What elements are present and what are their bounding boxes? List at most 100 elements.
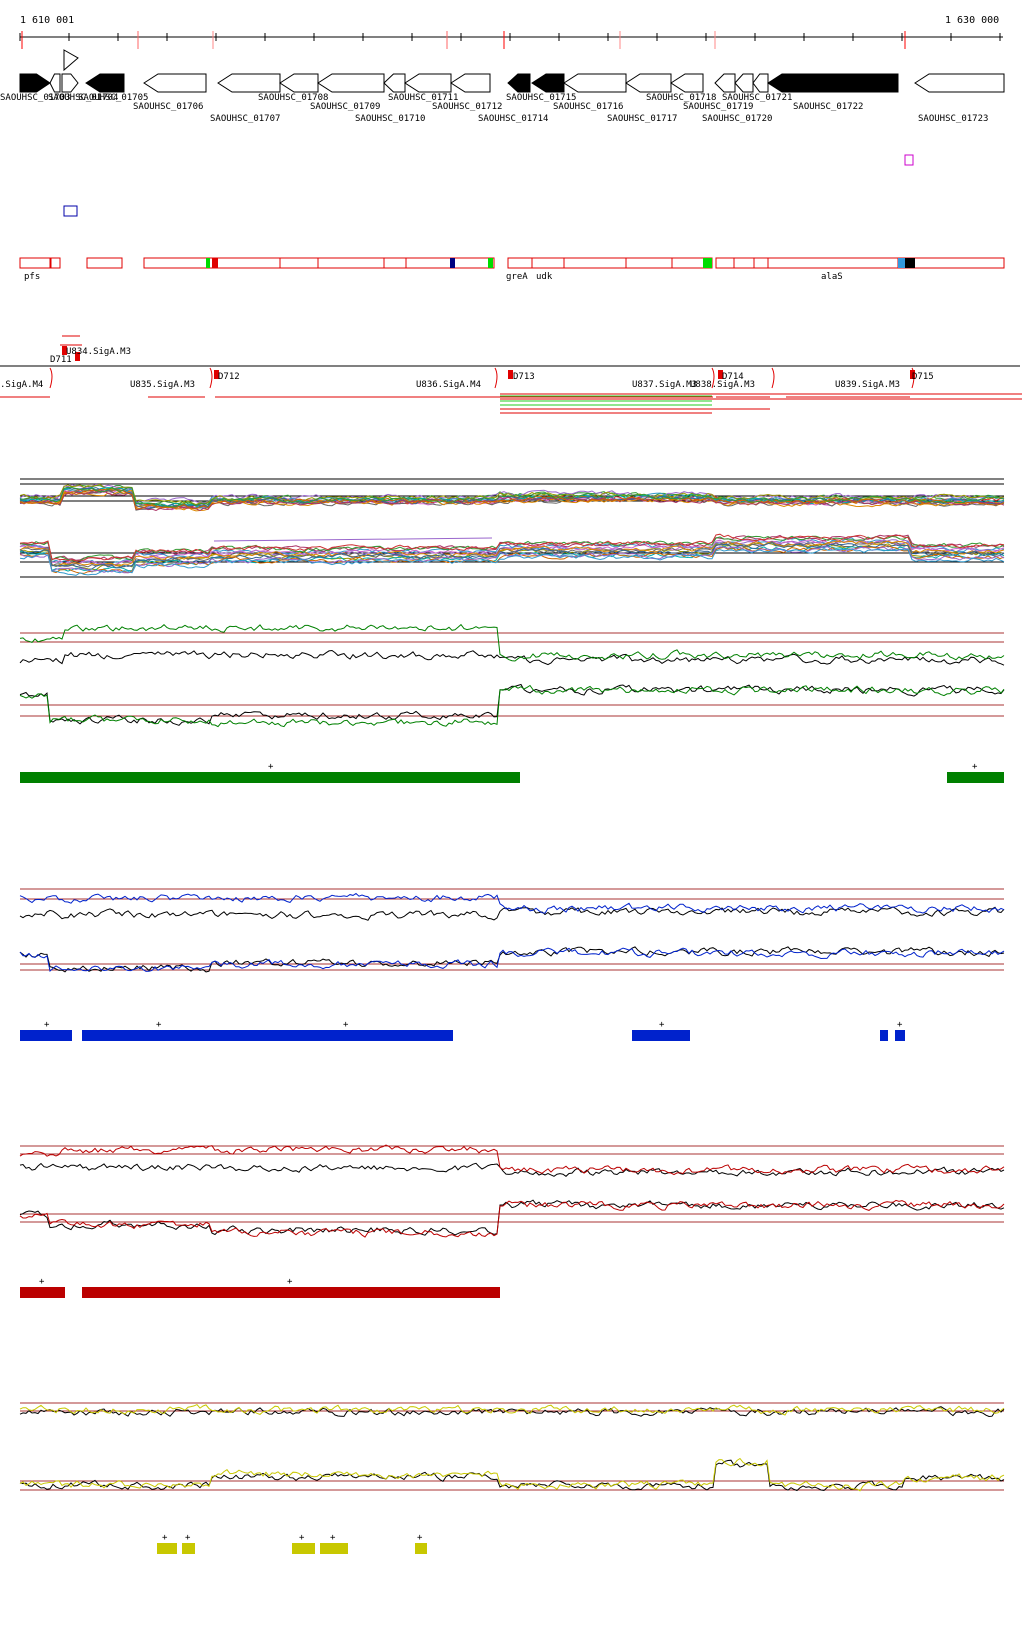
annotation-box: [767, 257, 899, 269]
signal-bar: [20, 1287, 65, 1298]
annotation-box: [50, 257, 61, 269]
annotation-box: [753, 257, 769, 269]
gene-label-01717[interactable]: SAOUHSC_01717: [607, 114, 677, 124]
annotation-box: [383, 257, 407, 269]
gene-label-01716[interactable]: SAOUHSC_01716: [553, 102, 623, 112]
gene-label-01723[interactable]: SAOUHSC_01723: [918, 114, 988, 124]
signal-bar: [632, 1030, 690, 1041]
gene-arrow: [507, 73, 531, 93]
promoter-site: [718, 370, 723, 379]
annotation-box: [207, 257, 281, 269]
annotation-box: [563, 257, 627, 269]
condition-trace: [19, 1144, 1005, 1176]
gene-label-01707[interactable]: SAOUHSC_01707: [210, 114, 280, 124]
annot-label-grea[interactable]: greA: [506, 272, 528, 282]
gene-label-01710[interactable]: SAOUHSC_01710: [355, 114, 425, 124]
plus-marker: +: [287, 1277, 293, 1287]
promoter-u837[interactable]: U837.SigA.M3: [632, 380, 697, 390]
promoter-u834[interactable]: U834.SigA.M3: [66, 347, 131, 357]
promoter-d712[interactable]: D712: [218, 372, 240, 382]
promoter-d711[interactable]: D711: [50, 355, 72, 365]
gene-arrow: [49, 73, 61, 93]
condition-trace: [19, 947, 1005, 972]
annotation-box: [733, 257, 755, 269]
gene-label-01703[interactable]: SAOUHSC_01703: [0, 93, 70, 103]
signal-bar: [20, 772, 520, 783]
annotation-segment: [450, 258, 455, 268]
annotation-segment: [905, 258, 915, 268]
blue-marker: [63, 205, 78, 217]
promoter-u836[interactable]: U836.SigA.M4: [416, 380, 481, 390]
gene-label-01712[interactable]: SAOUHSC_01712: [432, 102, 502, 112]
multi-condition-expression: [19, 478, 1005, 578]
promoter-d715[interactable]: D715: [912, 372, 934, 382]
reference-trace: [19, 1199, 1005, 1236]
magenta-marker: [904, 154, 914, 166]
promoter-u838[interactable]: U838.SigA.M3: [690, 380, 755, 390]
plus-marker: +: [417, 1533, 423, 1543]
annotation-box: [507, 257, 533, 269]
gene-arrow: [670, 73, 704, 93]
red-condition-track: + +: [19, 1144, 1005, 1298]
yellow-condition-track: + + + + +: [19, 1402, 1005, 1554]
promoter-left[interactable]: .SigA.M4: [0, 380, 43, 390]
gene-label-01715[interactable]: SAOUHSC_01715: [506, 93, 576, 103]
gene-label-01720[interactable]: SAOUHSC_01720: [702, 114, 772, 124]
gene-label-01706[interactable]: SAOUHSC_01706: [133, 102, 203, 112]
annotation-segment: [206, 258, 210, 268]
expression-trace: [19, 548, 1005, 576]
signal-bar: [895, 1030, 905, 1041]
promoter-u835[interactable]: U835.SigA.M3: [130, 380, 195, 390]
ruler-start-label: 1 610 001: [20, 15, 74, 26]
gene-track: [19, 49, 1005, 93]
terminator-arc: [911, 367, 915, 389]
plus-marker: +: [330, 1533, 336, 1543]
signal-bar: [20, 1030, 72, 1041]
reference-trace: [19, 1406, 1005, 1418]
gene-label-01714[interactable]: SAOUHSC_01714: [478, 114, 548, 124]
green-condition-track: + +: [19, 623, 1005, 783]
signal-bar: [947, 772, 1004, 783]
plus-marker: +: [268, 762, 274, 772]
expression-trace: [19, 483, 1005, 504]
gene-label-01718[interactable]: SAOUHSC_01718: [646, 93, 716, 103]
plus-marker: +: [299, 1533, 305, 1543]
plus-marker: +: [897, 1020, 903, 1030]
gene-label-01722[interactable]: SAOUHSC_01722: [793, 102, 863, 112]
annot-label-alas[interactable]: alaS: [821, 272, 843, 282]
gene-arrow: [914, 73, 1005, 93]
annotation-box: [19, 257, 51, 269]
promoter-d713[interactable]: D713: [513, 372, 535, 382]
signal-bar: [82, 1030, 453, 1041]
annot-label-pfs[interactable]: pfs: [24, 272, 40, 282]
annotation-box: [625, 257, 673, 269]
gene-arrow: [383, 73, 406, 93]
promoter-track: [0, 335, 1022, 414]
promoter-site: [910, 370, 915, 379]
annotation-box: [531, 257, 565, 269]
condition-trace: [19, 684, 1005, 728]
annotation-box: [317, 257, 385, 269]
gene-arrow: [625, 73, 672, 93]
gene-label-01705[interactable]: SAOUHSC_01705: [78, 93, 148, 103]
signal-bar: [82, 1287, 500, 1298]
gene-arrow: [734, 73, 754, 93]
gene-label-01704[interactable]: SAOUHSC_01704: [48, 93, 118, 103]
annotation-box: [86, 257, 123, 269]
gene-arrow: [143, 73, 207, 93]
gene-label-01708[interactable]: SAOUHSC_01708: [258, 93, 328, 103]
promoter-d714[interactable]: D714: [722, 372, 744, 382]
signal-bar: [182, 1543, 195, 1554]
gene-label-01721[interactable]: SAOUHSC_01721: [722, 93, 792, 103]
gene-label-01709[interactable]: SAOUHSC_01709: [310, 102, 380, 112]
plus-marker: +: [659, 1020, 665, 1030]
gene-label-01719[interactable]: SAOUHSC_01719: [683, 102, 753, 112]
gene-label-01711[interactable]: SAOUHSC_01711: [388, 93, 458, 103]
annot-label-udk[interactable]: udk: [536, 272, 553, 282]
gene-arrow: [217, 73, 281, 93]
annotation-segment: [488, 258, 493, 268]
expression-trace: [19, 546, 1005, 574]
gene-arrow: [279, 73, 319, 93]
promoter-site: [508, 370, 513, 379]
promoter-u839[interactable]: U839.SigA.M3: [835, 380, 900, 390]
